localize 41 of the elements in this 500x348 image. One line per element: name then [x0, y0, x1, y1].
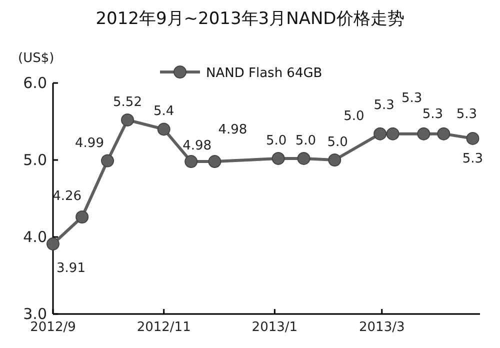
point — [208, 155, 222, 168]
legend-label: NAND Flash 64GB — [206, 66, 322, 81]
data-label: 4.98 — [182, 138, 212, 154]
data-label: 5.0 — [327, 135, 348, 150]
point — [76, 210, 89, 224]
point — [184, 155, 198, 168]
point — [386, 127, 400, 140]
point — [328, 154, 342, 166]
data-label: 5.4 — [153, 104, 174, 120]
y-tick-label: 5.0 — [23, 151, 47, 169]
point — [297, 152, 310, 165]
data-label: 5.0 — [295, 133, 316, 148]
data-label: 5.0 — [266, 133, 287, 148]
x-tick-label: 2012/9 — [30, 320, 76, 335]
x-tick-label: 2013/1 — [252, 320, 298, 335]
point — [374, 127, 387, 140]
data-label: 3.91 — [56, 260, 86, 276]
point — [417, 127, 430, 140]
point — [157, 122, 170, 136]
point — [46, 237, 60, 250]
point — [466, 132, 480, 145]
point — [121, 113, 134, 126]
data-label: 5.3 — [401, 90, 422, 106]
chart-title: 2012年9月~2013年3月NAND价格走势 — [96, 9, 404, 29]
point — [272, 152, 285, 165]
x-tick-label: 2013/3 — [359, 320, 405, 335]
data-label: 5.3 — [462, 151, 484, 166]
y-axis-title: (US$) — [18, 51, 54, 66]
legend: NAND Flash 64GB — [160, 66, 322, 81]
data-label: 5.3 — [374, 98, 394, 113]
data-label: 5.3 — [422, 106, 444, 122]
point — [101, 154, 114, 168]
y-tick-label: 6.0 — [23, 74, 47, 92]
point — [437, 127, 450, 140]
data-label: 5.52 — [113, 94, 142, 110]
data-label: 4.99 — [75, 136, 104, 151]
x-tick-label: 2012/11 — [136, 320, 191, 335]
annotation: 5.0 — [344, 109, 364, 124]
data-label: 5.3 — [456, 106, 478, 122]
y-tick-label: 4.0 — [23, 228, 47, 246]
data-label: 4.98 — [218, 122, 248, 138]
